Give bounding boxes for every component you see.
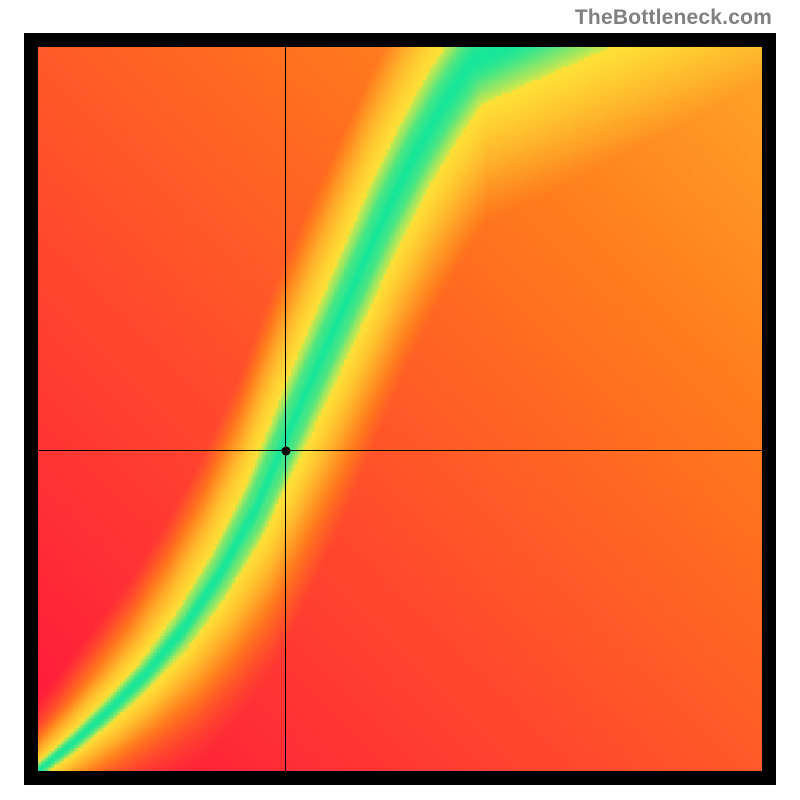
plot-area: [38, 47, 762, 771]
crosshair-vertical: [285, 47, 286, 771]
attribution-text: TheBottleneck.com: [575, 6, 772, 30]
crosshair-horizontal: [38, 450, 762, 451]
heatmap-canvas: [38, 47, 762, 771]
chart-container: TheBottleneck.com: [0, 0, 800, 800]
crosshair-marker: [281, 446, 290, 455]
